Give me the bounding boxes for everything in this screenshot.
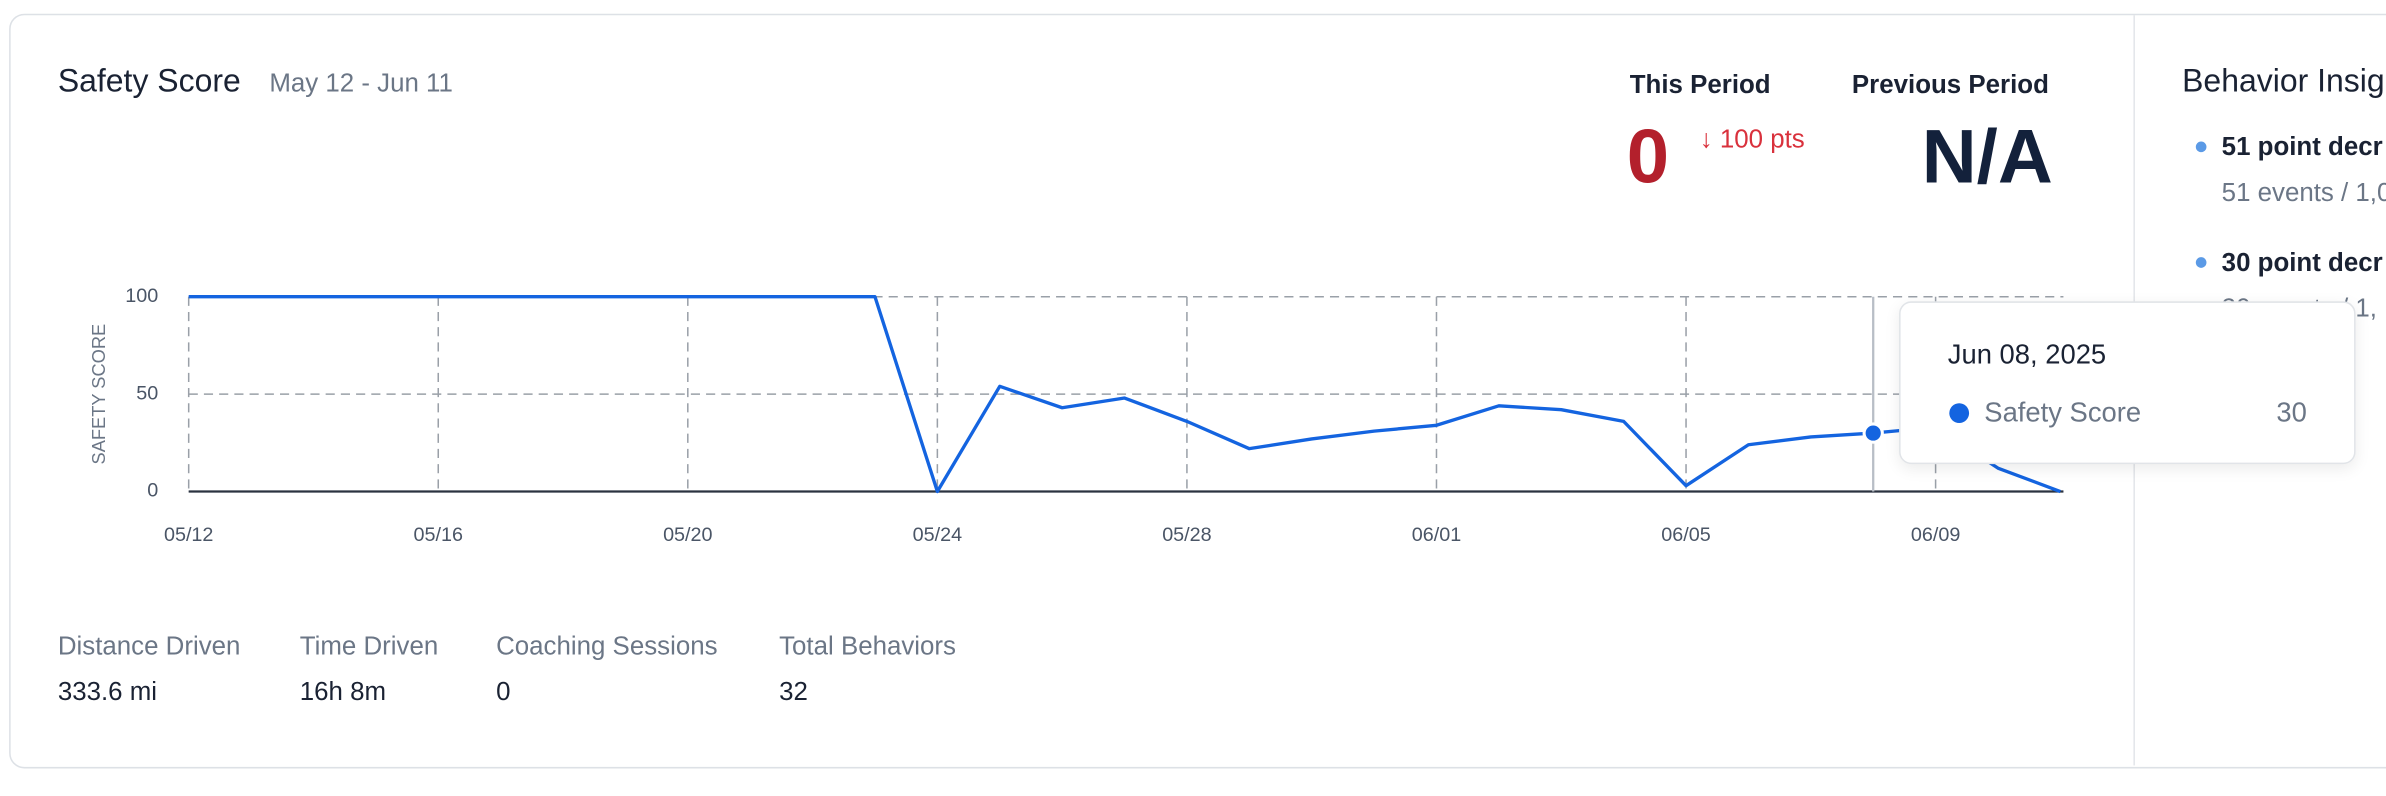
down-arrow: ↓ (1699, 124, 1720, 154)
bullet (2195, 141, 2207, 153)
metric-label: Coaching Sessions (496, 631, 718, 661)
tooltip: Jun 08, 2025 Safety Score 30 (1899, 301, 2356, 465)
hover-point (1862, 422, 1884, 444)
x-tick-label: 05/20 (663, 524, 712, 546)
insight-title: 51 point decr (2221, 132, 2383, 162)
metric-label: Distance Driven (57, 631, 241, 661)
line-series (188, 295, 2061, 494)
x-tick-label: 06/09 (1911, 524, 1960, 546)
this-period-value: 0 (1626, 114, 1670, 200)
tooltip-value: 30 (2276, 397, 2307, 428)
card (9, 13, 2386, 769)
title: Safety Score (57, 63, 241, 99)
tooltip-swatch (1949, 403, 1970, 424)
y-axis-label: SAFETY SCORE (88, 324, 109, 465)
x-tick-label: 05/12 (164, 524, 213, 546)
metric-label: Total Behaviors (779, 631, 956, 661)
x-tick-label: 06/01 (1412, 524, 1461, 546)
insights-title: Behavior Insig (2182, 63, 2385, 99)
metric-value: 333.6 mi (57, 677, 158, 707)
insight-detail: 51 events / 1,0 (2221, 178, 2386, 207)
x-tick-label: 05/24 (913, 524, 962, 546)
insight-title: 30 point decr (2221, 248, 2383, 277)
this-period-label: This Period (1629, 69, 1771, 99)
y-tick-label: 0 (147, 480, 158, 502)
change-value: 100 pts (1719, 124, 1805, 154)
previous-period-value: N/A (1921, 114, 2053, 200)
tooltip-series: Safety Score (1984, 397, 2142, 428)
bullet (2195, 257, 2207, 268)
x-tick-label: 05/28 (1162, 524, 1211, 546)
metric-value: 32 (779, 677, 808, 707)
change: ↓ 100 pts (1700, 125, 1805, 155)
tooltip-title: Jun 08, 2025 (1947, 339, 2107, 370)
x-tick-label: 06/05 (1661, 524, 1710, 546)
y-tick-label: 50 (136, 382, 158, 404)
x-tick-label: 05/16 (414, 524, 463, 546)
y-tick-label: 100 (125, 285, 158, 307)
metric-value: 16h 8m (299, 677, 387, 707)
previous-period-label: Previous Period (1851, 69, 2049, 99)
date-range: May 12 - Jun 11 (269, 68, 453, 98)
metric-value: 0 (496, 677, 511, 707)
metric-label: Time Driven (299, 631, 439, 661)
